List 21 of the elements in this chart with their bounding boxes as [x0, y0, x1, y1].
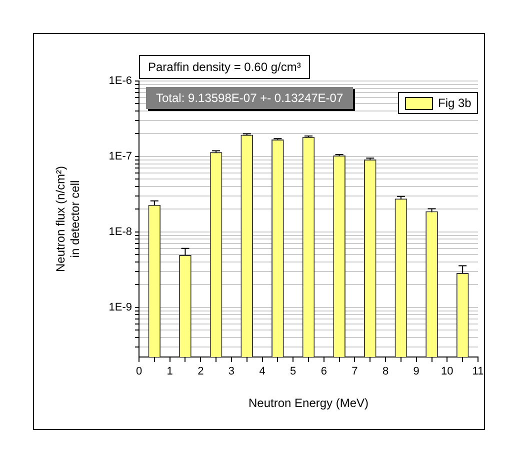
x-tick-label: 7	[352, 366, 358, 378]
y-tick-label: 1E-6	[108, 75, 132, 88]
x-tick-label: 0	[136, 366, 142, 378]
text: Paraffin density = 0.60 g/cm³	[139, 55, 310, 79]
y-tick-label: 1E-9	[108, 301, 132, 314]
x-tick-label: 6	[320, 366, 327, 378]
x-tick-label: 2	[198, 366, 204, 378]
x-tick-label: 9	[413, 366, 420, 378]
x-tick-label: 4	[259, 366, 266, 378]
annotation: Total: 9.13598E-07 +- 0.13247E-07	[146, 87, 354, 109]
x-tick-label: 1	[166, 366, 173, 378]
x-tick-label: 8	[382, 366, 389, 378]
y-tick-label: 1E-8	[108, 226, 132, 238]
x-tick-label: 3	[228, 366, 235, 378]
y-axis-title: Neutron flux (n/cm²) in detector cell	[54, 166, 82, 272]
x-tick-label: 10	[441, 366, 454, 378]
y-tick-label: 1E-7	[108, 150, 132, 162]
x-axis-title: Neutron Energy (MeV)	[248, 396, 369, 410]
x-tick-label: 11	[472, 366, 484, 378]
legend-label: Fig 3b	[438, 96, 472, 110]
x-tick-label: 5	[290, 366, 296, 378]
